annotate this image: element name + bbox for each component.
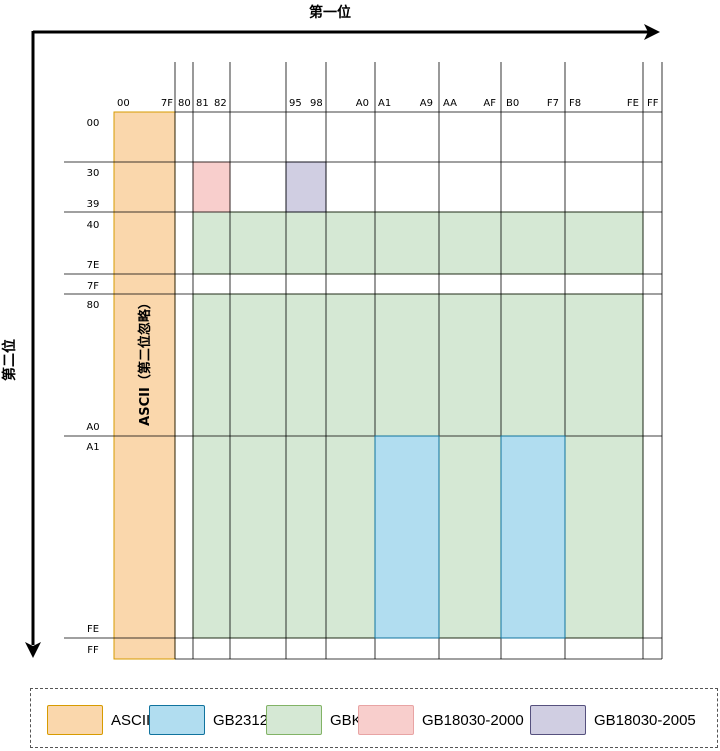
tick-labels: 00 7F 80 81 82 95 98 A0 A1 A9 AA AF B0 F7 F8 FE FF 00 30 39… bbox=[86, 98, 658, 656]
second-byte-label: 00 bbox=[87, 118, 100, 129]
first-byte-axis: 第一位 bbox=[33, 4, 660, 40]
gbk-region bbox=[192, 211, 644, 275]
gb2312-region bbox=[500, 435, 566, 639]
legend-label: GBK bbox=[330, 711, 362, 729]
legend-label: GB18030-2005 bbox=[594, 711, 696, 729]
swatch-pink-icon bbox=[358, 705, 414, 735]
first-byte-label: AF bbox=[483, 98, 496, 109]
ascii-region bbox=[113, 111, 176, 660]
arrow-down-icon bbox=[25, 642, 41, 658]
first-byte-label: 81 bbox=[196, 98, 209, 109]
second-byte-label: A1 bbox=[86, 442, 99, 453]
first-byte-label: FF bbox=[647, 98, 659, 109]
second-byte-label: FF bbox=[87, 645, 99, 656]
second-byte-label: 30 bbox=[87, 168, 100, 179]
second-byte-label: A0 bbox=[86, 422, 99, 433]
swatch-blue-icon bbox=[149, 705, 205, 735]
first-byte-label: B0 bbox=[506, 98, 519, 109]
legend-item-gb18030-2005: GB18030-2005 bbox=[530, 705, 696, 735]
legend-label: GB18030-2000 bbox=[422, 711, 524, 729]
swatch-green-icon bbox=[266, 705, 322, 735]
swatch-orange-icon bbox=[47, 705, 103, 735]
second-byte-label: 40 bbox=[87, 220, 100, 231]
first-byte-label: 95 bbox=[289, 98, 302, 109]
first-byte-title: 第一位 bbox=[309, 4, 351, 21]
grid-lines bbox=[64, 62, 663, 660]
second-byte-label: 7F bbox=[87, 281, 99, 292]
first-byte-label: A0 bbox=[356, 98, 369, 109]
ascii-region-label: ASCII（第二位忽略） bbox=[137, 296, 153, 426]
first-byte-label: AA bbox=[443, 98, 457, 109]
legend-label: GB2312 bbox=[213, 711, 269, 729]
gb18030-2005-region bbox=[285, 161, 327, 213]
legend: ASCII GB2312 GBK GB18030-2000 GB18030-20… bbox=[30, 688, 718, 748]
first-byte-label: 82 bbox=[214, 98, 227, 109]
second-byte-label: 39 bbox=[87, 199, 100, 210]
first-byte-label: FE bbox=[627, 98, 639, 109]
first-byte-label: 00 bbox=[117, 98, 130, 109]
legend-item-gb18030-2000: GB18030-2000 bbox=[358, 705, 524, 735]
first-byte-label: F7 bbox=[547, 98, 559, 109]
first-byte-label: A9 bbox=[420, 98, 433, 109]
first-byte-label: A1 bbox=[378, 98, 391, 109]
legend-item-gb2312: GB2312 bbox=[149, 705, 268, 735]
second-byte-axis: 第二位 bbox=[1, 31, 41, 658]
second-byte-title: 第二位 bbox=[1, 339, 18, 381]
swatch-purple-icon bbox=[530, 705, 586, 735]
first-byte-label: 80 bbox=[178, 98, 191, 109]
first-byte-label: 98 bbox=[310, 98, 323, 109]
first-byte-label: 7F bbox=[161, 98, 173, 109]
second-byte-label: 80 bbox=[87, 300, 100, 311]
first-byte-label: F8 bbox=[569, 98, 581, 109]
gb18030-2000-region bbox=[192, 161, 231, 213]
legend-label: ASCII bbox=[111, 711, 151, 729]
arrow-right-icon bbox=[644, 24, 660, 40]
legend-item-ascii: ASCII bbox=[47, 705, 150, 735]
second-byte-label: FE bbox=[87, 624, 99, 635]
legend-item-gbk: GBK bbox=[266, 705, 362, 735]
gb2312-region bbox=[374, 435, 440, 639]
second-byte-label: 7E bbox=[87, 260, 100, 271]
